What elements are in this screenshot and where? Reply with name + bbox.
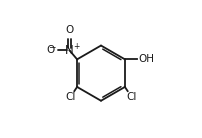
Text: +: + [73, 42, 80, 51]
Text: Cl: Cl [65, 92, 75, 102]
Text: O: O [47, 45, 55, 55]
Text: O: O [65, 25, 74, 35]
Text: −: − [48, 42, 55, 51]
Text: Cl: Cl [127, 92, 137, 102]
Text: OH: OH [138, 54, 154, 64]
Text: N: N [65, 44, 74, 57]
